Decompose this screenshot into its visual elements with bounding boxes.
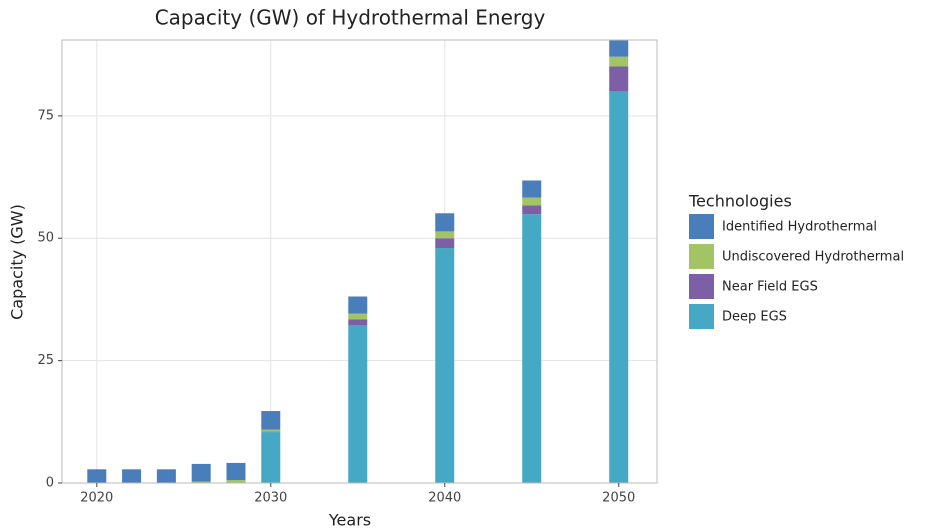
bar-segment <box>609 56 629 67</box>
bar-segment <box>348 296 368 314</box>
legend-swatch <box>689 304 714 329</box>
bar-segment <box>522 214 542 483</box>
y-tick-label: 25 <box>37 353 54 368</box>
legend-swatch <box>689 244 714 269</box>
bar-segment <box>156 469 176 483</box>
bar-segment <box>522 205 542 215</box>
bar-segment <box>609 66 629 92</box>
bar-segment <box>435 213 455 232</box>
bar-segment <box>122 469 142 483</box>
y-tick-label: 0 <box>46 476 54 491</box>
bar-segment <box>609 91 629 483</box>
chart-title: Capacity (GW) of Hydrothermal Energy <box>155 6 546 30</box>
bar-segment <box>261 429 281 432</box>
bar-segment <box>522 180 542 198</box>
bar-segment <box>435 248 455 483</box>
y-axis-label: Capacity (GW) <box>8 204 27 320</box>
x-tick-label: 2030 <box>254 491 287 506</box>
bar-segment <box>522 197 542 206</box>
bar-segment <box>435 238 455 249</box>
labels: 0 25 50 75 2020 2030 2040 2050 Identified Hydrot… <box>37 108 904 505</box>
legend-swatch <box>689 274 714 299</box>
bar-segment <box>609 40 629 57</box>
bar-segment <box>87 469 107 483</box>
y-tick-label: 50 <box>37 231 54 246</box>
bar-segment <box>191 481 211 483</box>
bar-segment <box>226 462 246 481</box>
bar-segment <box>348 319 368 326</box>
x-tick-label: 2040 <box>428 491 461 506</box>
legend-label: Undiscovered Hydrothermal <box>722 250 904 265</box>
bar-segment <box>191 463 211 482</box>
legend-swatch <box>689 214 714 239</box>
bar-segment <box>348 313 368 320</box>
bars <box>87 40 629 483</box>
legend-label: Deep EGS <box>722 310 787 325</box>
plot-border <box>61 39 658 484</box>
x-axis-label: Years <box>328 511 371 530</box>
bar-segment <box>261 432 281 483</box>
legend-title: Technologies <box>688 192 792 211</box>
legend-label: Identified Hydrothermal <box>722 220 877 235</box>
bar-segment <box>348 325 368 483</box>
bar-segment <box>226 480 246 483</box>
bar-segment <box>261 411 281 430</box>
x-tick-label: 2050 <box>602 491 635 506</box>
y-tick-label: 75 <box>37 108 54 123</box>
legend-label: Near Field EGS <box>722 280 818 295</box>
x-tick-label: 2020 <box>80 491 113 506</box>
bar-segment <box>435 231 455 239</box>
